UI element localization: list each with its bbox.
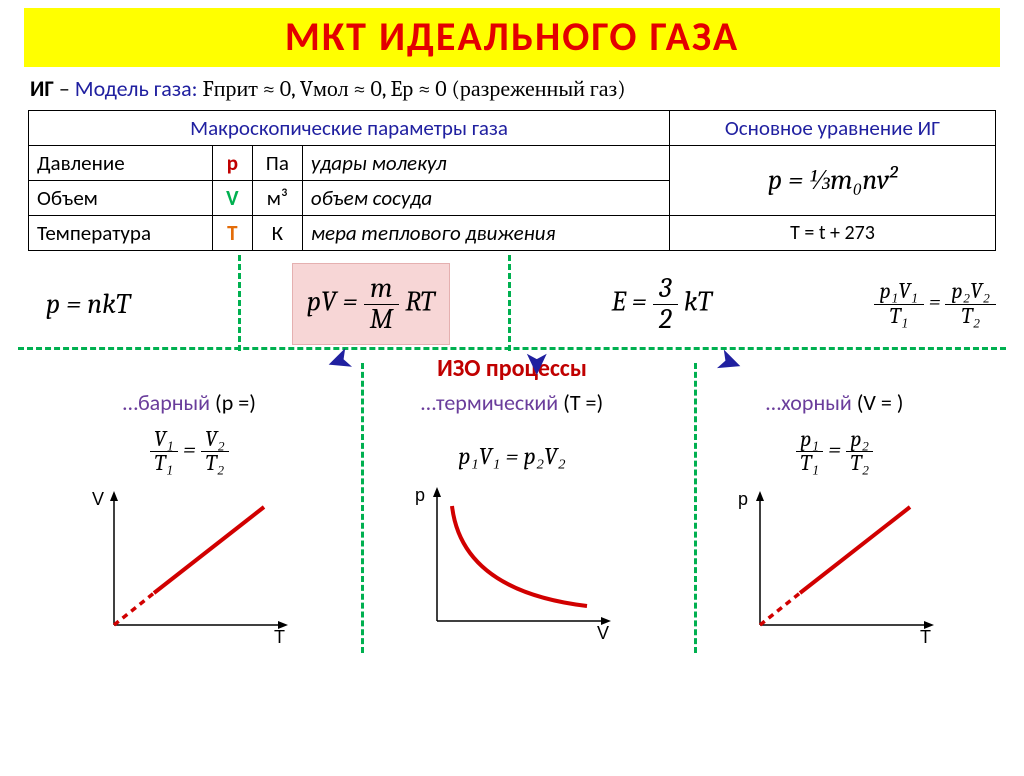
param-symbol: V (212, 181, 252, 216)
eq-lhs: E (611, 286, 625, 318)
x-axis-label: T (274, 627, 285, 645)
chart-svg: p T (730, 485, 940, 645)
x-axis-label: T (920, 627, 931, 645)
frac-num: 3 (653, 274, 678, 304)
main-title: МКТ ИДЕАЛЬНОГО ГАЗА (24, 8, 1000, 67)
frac-num: p₁ (796, 428, 823, 452)
macro-header: Макроскопические параметры газа (29, 111, 670, 146)
divider-green-vertical (508, 255, 511, 351)
eq-rhs: RT (405, 286, 434, 318)
frac-num: m (364, 274, 399, 304)
x-axis-label: V (597, 623, 609, 641)
eq-lhs: pV (307, 286, 337, 318)
frac-den: T₂ (201, 452, 229, 475)
frac-den: T₂ (846, 452, 873, 475)
chart-svg: V T (84, 485, 294, 645)
y-axis-label: V (92, 489, 104, 509)
fraction-left: p₁V₁ T₁ (874, 280, 925, 327)
table-row: Температура T К мера теплового движения … (29, 216, 996, 251)
y-axis-label: p (415, 485, 425, 505)
process-formula: p₁V₁ = p₂V₂ (458, 442, 565, 471)
frac-den: T₁ (150, 452, 178, 475)
y-axis-label: p (738, 489, 748, 509)
proc-prefix: …барный (123, 389, 210, 416)
param-symbol: T (212, 216, 252, 251)
frac-den: T₁ (874, 305, 925, 328)
frac-num: p₂ (846, 428, 873, 452)
process-name: …хорный (V = ) (673, 389, 996, 416)
formula-pnkT: p = nkT (46, 288, 130, 320)
param-name: Температура (29, 216, 213, 251)
param-unit: Па (252, 146, 302, 181)
dash: – (54, 75, 75, 102)
formula-pv-mrt: pV = m M RT (292, 263, 450, 345)
fraction-right: p₂ T₂ (846, 428, 873, 475)
basic-header: Основное уравнение ИГ (670, 111, 996, 146)
fraction-left: p₁ T₁ (796, 428, 823, 475)
chart-isothermal: p V (407, 481, 617, 641)
process-name: …термический (T =) (351, 389, 674, 416)
frac-num: V₂ (201, 428, 229, 452)
formula-E-kT: E = 3 2 kT (611, 274, 711, 334)
frac-den: M (364, 305, 399, 334)
formulas-row: p = nkT pV = m M RT E = 3 2 kT p₁V₁ T₁ = (28, 265, 996, 343)
param-desc: объем сосуда (302, 181, 669, 216)
iso-title-text: ИЗО процессы (437, 354, 587, 383)
divider-green-horizontal (18, 347, 1006, 350)
table-row: Давление p Па удары молекул p = ⅓m₀nv² (29, 146, 996, 181)
fraction-right: p₂V₂ T₂ (945, 280, 996, 327)
proc-prefix: …термический (421, 389, 558, 416)
param-unit: К (252, 216, 302, 251)
frac-num: p₁V₁ (874, 280, 925, 304)
proc-suffix: (V = ) (852, 389, 904, 416)
process-isothermal: …термический (T =) p₁V₁ = p₂V₂ p V (351, 389, 674, 655)
proc-suffix: (T =) (558, 389, 603, 416)
divider-green-vertical (238, 255, 241, 351)
frac-den: T₂ (945, 305, 996, 328)
fraction-left: V₁ T₁ (150, 428, 178, 475)
fraction-right: V₂ T₂ (201, 428, 229, 475)
frac-num: p₂V₂ (945, 280, 996, 304)
processes-row: …барный (p =) V₁ T₁ = V₂ T₂ (28, 389, 996, 655)
process-name: …барный (p =) (28, 389, 351, 416)
chart-svg: p V (407, 481, 617, 641)
formula-combined-gas: p₁V₁ T₁ = p₂V₂ T₂ (874, 280, 996, 327)
frac-den: T₁ (796, 452, 823, 475)
process-isochoric: …хорный (V = ) p₁ T₁ = p₂ T₂ (673, 389, 996, 655)
kelvin-formula: T = t + 273 (670, 216, 996, 251)
frac-den: 2 (653, 305, 678, 334)
param-desc: мера теплового движения (302, 216, 669, 251)
model-text: Модель газа: (75, 75, 203, 102)
iso-title: ИЗО процессы ➤ ➤ ➤ (28, 354, 996, 383)
ig-abbr: ИГ (30, 75, 54, 102)
frac-num: V₁ (150, 428, 178, 452)
param-desc: удары молекул (302, 146, 669, 181)
model-approx: Fприт ≈ 0, Vмол ≈ 0, Eр ≈ 0 (разреженный… (203, 76, 626, 102)
chart-isochoric: p T (730, 485, 940, 645)
fraction: m M (364, 274, 399, 334)
process-formula: V₁ T₁ = V₂ T₂ (150, 428, 229, 475)
param-name: Объем (29, 181, 213, 216)
basic-equation: p = ⅓m₀nv² (670, 146, 996, 216)
proc-prefix: …хорный (766, 389, 852, 416)
fraction: 3 2 (653, 274, 678, 334)
parameters-table: Макроскопические параметры газа Основное… (28, 110, 996, 251)
proc-suffix: (p =) (210, 389, 256, 416)
param-unit: м³ (252, 181, 302, 216)
eq-rhs: kT (684, 286, 712, 318)
page: МКТ ИДЕАЛЬНОГО ГАЗА ИГ – Модель газа: Fп… (0, 8, 1024, 776)
arrow-down-icon: ➤ (520, 352, 555, 375)
chart-isobaric: V T (84, 485, 294, 645)
definition-line: ИГ – Модель газа: Fприт ≈ 0, Vмол ≈ 0, E… (30, 75, 994, 102)
param-name: Давление (29, 146, 213, 181)
process-formula: p₁ T₁ = p₂ T₂ (796, 428, 873, 475)
process-isobaric: …барный (p =) V₁ T₁ = V₂ T₂ (28, 389, 351, 655)
param-symbol: p (212, 146, 252, 181)
